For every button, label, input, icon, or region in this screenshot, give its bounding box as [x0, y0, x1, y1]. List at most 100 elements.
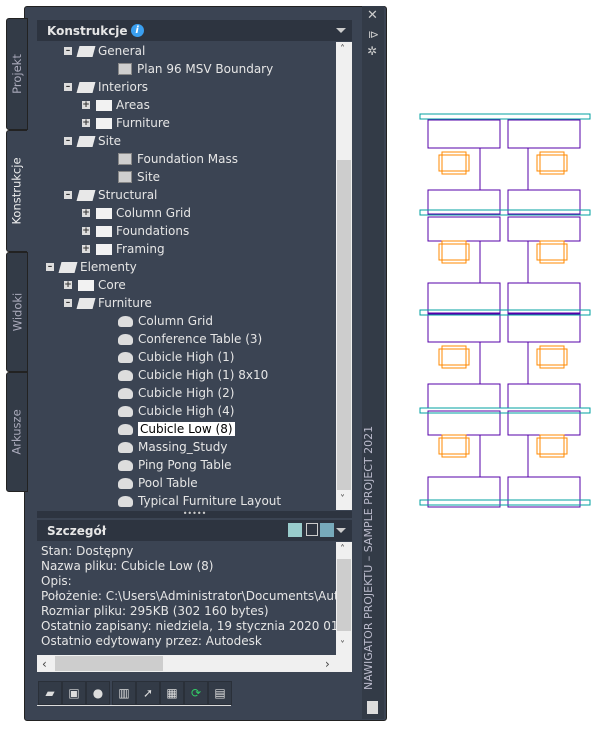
info-icon[interactable]: i — [130, 24, 144, 37]
collapse-icon[interactable]: – — [64, 298, 72, 308]
tree-item[interactable]: Pool Table — [118, 474, 198, 492]
chair — [441, 434, 467, 458]
tree-item[interactable]: Conference Table (3) — [118, 330, 262, 348]
tree-item[interactable]: Cubicle High (1) 8x10 — [118, 366, 268, 384]
tree-item[interactable]: + Foundations — [82, 222, 189, 240]
tab-arkusze[interactable]: Arkusze — [6, 372, 28, 492]
folder-open-icon — [76, 135, 96, 147]
autohide-icon[interactable]: ⧐ — [368, 28, 379, 41]
tree-item[interactable]: – Site — [64, 132, 121, 150]
tree-item[interactable]: Cubicle High (1) — [118, 348, 234, 366]
desk — [427, 119, 501, 149]
tree-item-label: Plan 96 MSV Boundary — [137, 62, 274, 76]
expand-icon[interactable]: + — [82, 226, 90, 236]
expand-icon[interactable]: + — [82, 208, 90, 218]
tree-item[interactable]: Foundation Mass — [118, 150, 238, 168]
tree-item[interactable]: Cubicle High (2) — [118, 384, 234, 402]
tree-item[interactable]: Ping Pong Table — [118, 456, 232, 474]
desk — [507, 313, 581, 343]
scroll-up-icon[interactable]: ˄ — [340, 44, 345, 55]
tree-item-label: Elementy — [80, 260, 137, 274]
chair — [441, 151, 467, 175]
furniture-drawing-preview — [419, 113, 591, 508]
detail-horizontal-scrollbar[interactable]: ‹ › — [37, 655, 352, 672]
scroll-down-icon[interactable]: ˅ — [340, 640, 345, 651]
scroll-down-icon[interactable]: ˅ — [340, 494, 345, 505]
xref-overlay-icon[interactable]: ▤ — [208, 681, 232, 705]
scroll-right-icon[interactable]: › — [325, 657, 330, 671]
tree-item-label: Cubicle Low (8) — [138, 422, 235, 436]
chair-arm — [438, 437, 470, 455]
tree-item[interactable]: Cubicle High (4) — [118, 402, 234, 420]
desk — [507, 282, 581, 314]
detail-list-icon[interactable] — [306, 523, 318, 536]
expand-icon[interactable]: + — [82, 244, 90, 254]
collapse-icon[interactable]: – — [64, 82, 72, 92]
folder-open-icon — [76, 81, 96, 93]
scroll-thumb[interactable] — [55, 656, 163, 671]
detail-menu-icon[interactable] — [336, 528, 346, 533]
collapse-icon[interactable]: – — [64, 46, 72, 56]
new-element-icon[interactable]: ● — [86, 681, 110, 705]
refresh-icon[interactable]: ⟳ — [184, 681, 208, 705]
chair-arm — [438, 154, 470, 172]
tree-item[interactable]: Typical Furniture Layout — [118, 492, 281, 510]
tree-vertical-scrollbar[interactable]: ˄ ˅ — [336, 42, 352, 510]
detail-line: Ostatnio edytowany przez: Autodesk — [41, 634, 262, 648]
tree-item-label: Site — [98, 134, 122, 148]
detail-title: Szczegół — [47, 523, 107, 538]
scroll-up-icon[interactable]: ˄ — [340, 544, 345, 555]
new-construct-icon[interactable]: ▣ — [62, 681, 86, 705]
preview-history-icon[interactable] — [288, 523, 302, 537]
header-menu-icon[interactable] — [336, 28, 346, 33]
tree-item-label: Ping Pong Table — [138, 458, 232, 472]
tree-item[interactable]: – Elementy — [46, 258, 137, 276]
tree-item[interactable]: – Interiors — [64, 78, 148, 96]
xref-icon[interactable]: ▥ — [112, 681, 136, 705]
expand-icon[interactable]: + — [82, 118, 90, 128]
tree-item[interactable]: + Core — [64, 276, 126, 294]
tab-label: Projekt — [10, 54, 24, 94]
tree-item[interactable]: Plan 96 MSV Boundary — [118, 60, 273, 78]
element-icon — [118, 387, 133, 399]
desk — [427, 476, 501, 508]
tree-item[interactable]: + Areas — [82, 96, 150, 114]
tree-item[interactable]: – General — [64, 42, 145, 60]
new-category-icon[interactable]: ▰ — [38, 681, 62, 705]
tab-konstrukcje[interactable]: Konstrukcje — [6, 130, 27, 252]
tree-item[interactable]: + Column Grid — [82, 204, 191, 222]
tree-item[interactable]: Cubicle Low (8) — [118, 420, 235, 438]
layout-icon[interactable]: ▦ — [160, 681, 184, 705]
tree-item[interactable]: Column Grid — [118, 312, 213, 330]
element-icon — [118, 315, 133, 327]
splitter-handle[interactable]: ••••• — [37, 510, 352, 518]
folder-icon — [96, 207, 112, 219]
select-icon[interactable]: ➚ — [136, 681, 160, 705]
tree-item-label: Site — [137, 170, 161, 184]
expand-icon[interactable]: + — [64, 280, 72, 290]
scroll-thumb[interactable] — [337, 160, 351, 490]
collapse-icon[interactable]: – — [46, 262, 54, 272]
collapse-icon[interactable]: – — [64, 136, 72, 146]
scroll-left-icon[interactable]: ‹ — [42, 657, 47, 671]
desk — [507, 410, 581, 436]
tab-projekt[interactable]: Projekt — [6, 18, 28, 130]
detail-vertical-scrollbar[interactable]: ˄ ˅ — [336, 542, 352, 655]
tree-item[interactable]: + Furniture — [82, 114, 170, 132]
desk — [507, 216, 581, 242]
expand-icon[interactable]: + — [82, 100, 90, 110]
chair-arm — [536, 437, 568, 455]
tree-item[interactable]: + Framing — [82, 240, 165, 258]
properties-icon[interactable]: ✲ — [367, 44, 378, 58]
tree-item-label: Cubicle High (1) — [138, 350, 235, 364]
tree-item[interactable]: – Structural — [64, 186, 157, 204]
tree-item[interactable]: – Furniture — [64, 294, 152, 312]
preview-icon[interactable] — [320, 523, 334, 537]
close-icon[interactable]: ✕ — [367, 8, 378, 23]
tree-item[interactable]: Massing_Study — [118, 438, 227, 456]
tree-item[interactable]: Site — [118, 168, 160, 186]
scroll-thumb[interactable] — [337, 559, 351, 631]
constructs-tree[interactable]: – General Plan 96 MSV Boundary – Interiors + A… — [37, 42, 336, 510]
collapse-icon[interactable]: – — [64, 190, 72, 200]
tab-widoki[interactable]: Widoki — [6, 252, 28, 372]
